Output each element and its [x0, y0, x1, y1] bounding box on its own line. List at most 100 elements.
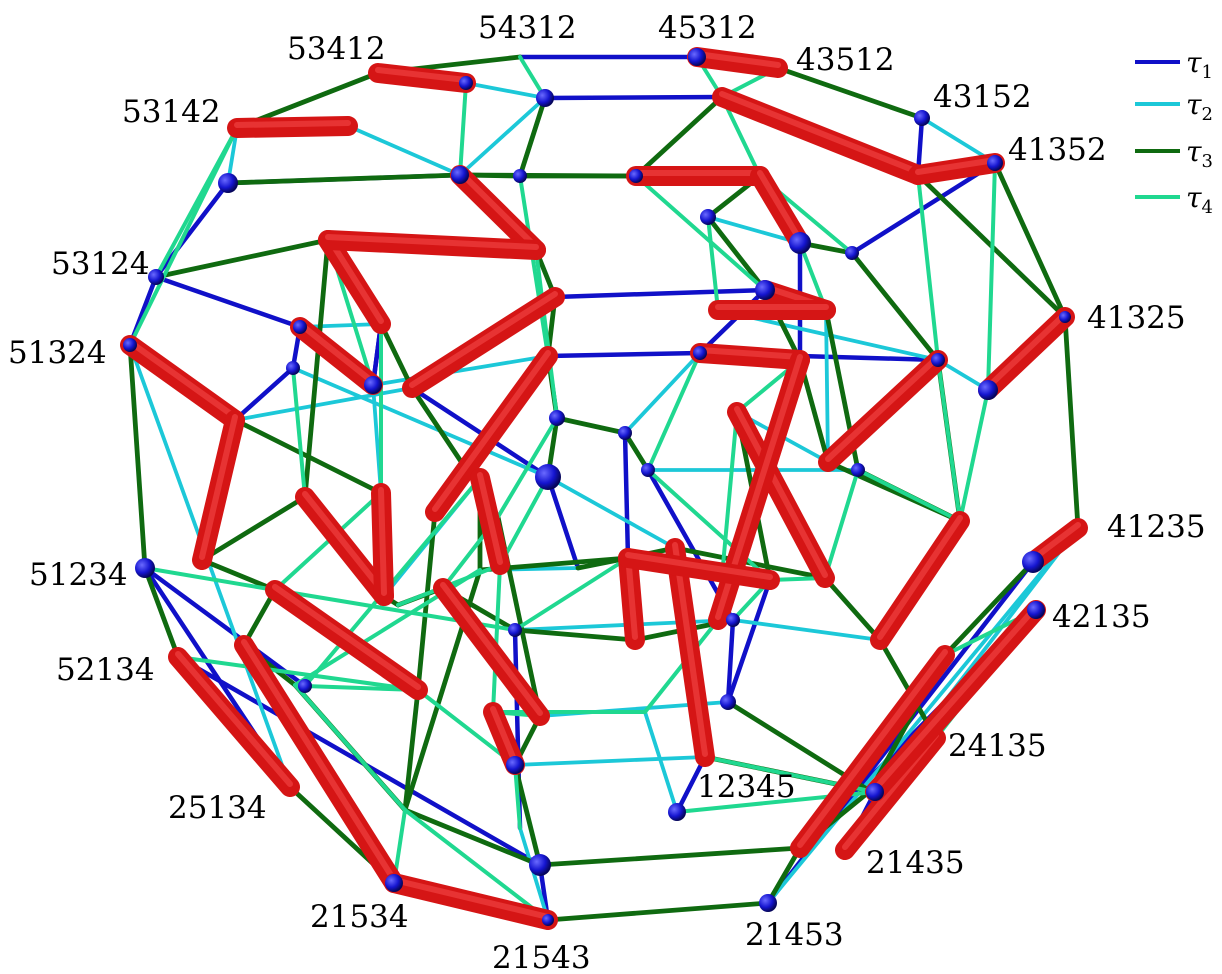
edge — [697, 287, 768, 356]
vertex-nodes — [123, 48, 1071, 926]
highlighted-edge-sheen — [199, 414, 238, 560]
highlighted-edge-sheen — [877, 515, 963, 640]
edge — [291, 366, 550, 479]
edge — [402, 807, 543, 868]
edge — [856, 468, 962, 523]
highlighted-edge-sheen — [797, 649, 948, 848]
edge — [633, 94, 725, 179]
highlighted-edge-sheen — [325, 234, 539, 250]
vertex-node — [641, 463, 655, 477]
highlighted-edge-sheen — [477, 472, 503, 565]
highlighted-edge-sheen — [625, 552, 773, 580]
vertex-label: 45312 — [658, 10, 757, 46]
vertex-node — [508, 623, 522, 637]
edge — [554, 415, 628, 436]
vertex-node — [726, 613, 740, 627]
edge — [153, 180, 231, 280]
edge — [986, 161, 997, 392]
edge — [403, 808, 550, 922]
vertex-label: 41352 — [1008, 132, 1107, 168]
edge — [822, 575, 883, 643]
highlighted-edge-sheen — [694, 51, 781, 68]
highlighted-edge-sheen — [272, 584, 421, 690]
legend-symbol: τ — [1186, 88, 1202, 121]
edge — [176, 655, 420, 692]
edge — [731, 618, 882, 642]
edge — [992, 160, 1068, 320]
edge — [823, 468, 860, 580]
highlighted-edge-sheen — [825, 354, 941, 462]
edge — [491, 563, 502, 714]
vertex-node — [1027, 601, 1045, 619]
svg-text:τ3: τ3 — [1186, 135, 1213, 172]
edge — [725, 577, 773, 705]
edge — [513, 763, 522, 830]
vertex-node — [529, 854, 551, 876]
legend-symbol: τ — [1186, 135, 1202, 168]
edge — [765, 845, 803, 906]
vertex-label: 53142 — [122, 94, 221, 130]
vertex-node — [618, 426, 632, 440]
edge — [646, 351, 702, 472]
vertex-node — [688, 48, 706, 66]
edge — [142, 565, 308, 689]
edge — [232, 417, 384, 496]
highlighted-edge-sheen — [719, 91, 921, 175]
vertex-node — [693, 346, 707, 360]
edge — [512, 627, 638, 643]
edge — [232, 365, 296, 423]
edge — [706, 215, 720, 312]
edge — [303, 684, 420, 692]
edge — [346, 124, 462, 177]
highlighted-edge-sheen — [915, 157, 998, 175]
vertex-label: 25134 — [168, 790, 267, 826]
highlighted-edge-sheen — [432, 350, 551, 512]
edge — [643, 710, 679, 814]
edge — [936, 358, 962, 523]
vertex-node — [542, 914, 554, 926]
vertex-label: 41235 — [1107, 509, 1206, 545]
edge — [293, 683, 407, 812]
edge — [513, 755, 707, 767]
legend-item-tau3: τ3 — [1135, 135, 1213, 172]
vertex-node — [866, 783, 884, 801]
edge — [291, 366, 307, 499]
highlighted-edge-sheen — [985, 311, 1068, 390]
vertex-node — [700, 209, 716, 225]
vertex-node — [148, 269, 164, 285]
edge — [378, 321, 415, 391]
vertex-node — [720, 694, 736, 710]
highlighted-edge-sheen — [297, 321, 376, 385]
highlighted-edge-sheen — [440, 582, 543, 716]
edge — [634, 174, 767, 292]
vertex-node — [931, 353, 945, 367]
edge — [143, 566, 277, 592]
legend-subscript: 2 — [1202, 104, 1213, 125]
vertex-label: 53412 — [287, 31, 386, 67]
vertex-node — [385, 874, 403, 892]
highlighted-edge-sheen — [325, 234, 384, 324]
highlighted-edge-sheen — [375, 67, 469, 83]
edge — [643, 618, 720, 714]
edge — [534, 248, 559, 420]
vertex-label: 24135 — [948, 728, 1047, 764]
legend-item-tau1: τ1 — [1135, 46, 1213, 83]
vertex-node — [851, 463, 865, 477]
edge — [546, 475, 677, 550]
edge — [775, 65, 925, 121]
vertex-node — [536, 89, 554, 107]
vertex-node — [1059, 311, 1071, 323]
legend-subscript: 3 — [1202, 151, 1213, 172]
vertex-label: 21453 — [745, 917, 844, 953]
edge — [416, 688, 517, 767]
edge — [622, 430, 631, 561]
highlighted-edge-sheen — [241, 639, 397, 883]
vertex-node — [978, 380, 998, 400]
edge — [623, 351, 702, 435]
vertex-node — [755, 280, 775, 300]
highlighted-edge-sheen — [127, 339, 238, 420]
highlighted-edge-sheen — [672, 542, 708, 757]
edge — [517, 95, 548, 179]
edge — [705, 214, 768, 293]
edge — [646, 468, 772, 582]
